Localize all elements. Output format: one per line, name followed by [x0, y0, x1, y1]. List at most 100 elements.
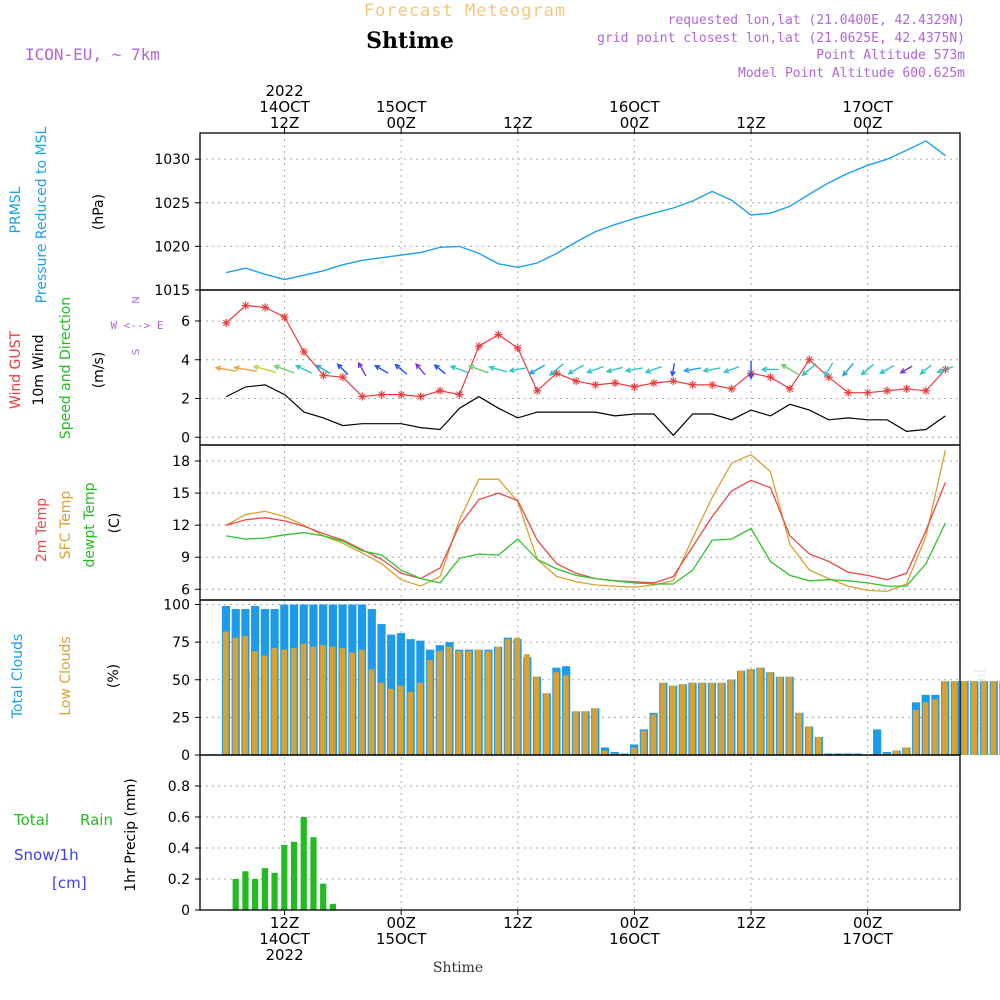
- rain-bar: [232, 879, 239, 910]
- low-cloud-bar: [806, 726, 812, 755]
- cloud-ylabel: (%): [106, 664, 122, 688]
- snow-label: Snow/1h: [14, 846, 79, 864]
- wind-arrow: [434, 364, 446, 375]
- ytick-label-wind: 6: [181, 314, 190, 330]
- gust-marker: [883, 386, 892, 395]
- panel-frame-pressure: [199, 132, 961, 291]
- top-tick-label: 17OCT: [842, 98, 893, 116]
- gust-marker-d2: [631, 383, 638, 391]
- rain-bar: [310, 837, 317, 910]
- wind-arrow-head: [702, 367, 709, 374]
- model-altitude: Model Point Altitude 600.625m: [738, 66, 965, 81]
- rain-bar: [261, 868, 268, 910]
- gust-marker: [785, 384, 794, 393]
- gust-marker-d2: [320, 371, 327, 379]
- sfc-temp-line: [225, 450, 947, 593]
- gust-marker: [805, 355, 814, 364]
- ytick-label-wind: 2: [181, 392, 190, 408]
- low-clouds-label: Low Clouds: [58, 636, 74, 715]
- bottom-tick-label: 12Z: [503, 914, 532, 932]
- gust-marker: [921, 386, 930, 395]
- gust-marker: [902, 384, 911, 393]
- ytick-label-pressure: 1020: [154, 239, 190, 255]
- low-cloud-bar: [942, 681, 948, 755]
- top-tick-label: 15OCT: [376, 98, 427, 116]
- gust-marker: [338, 373, 347, 382]
- gust-marker-d2: [669, 377, 677, 385]
- ytick-label-temp: 6: [181, 582, 190, 598]
- low-cloud-bar: [903, 747, 909, 755]
- low-cloud-bar: [252, 651, 258, 755]
- bottom-tick-label: 12Z: [270, 914, 299, 932]
- gust-marker: [513, 344, 522, 353]
- wind-ylabel: (m/s): [91, 352, 107, 389]
- gust-marker-d2: [903, 385, 910, 393]
- wind-arrow: [357, 362, 367, 377]
- plot-layer: [214, 140, 1000, 910]
- low-cloud-bar: [524, 654, 530, 755]
- gust-marker-d2: [844, 389, 852, 397]
- footer-station: Shtime: [433, 960, 483, 976]
- wind-arrow-head: [294, 364, 302, 371]
- wind-arrow: [937, 365, 954, 373]
- wind-arrow-head: [860, 369, 867, 376]
- wind-arrow-head: [528, 369, 535, 375]
- wind-arrow: [489, 366, 508, 373]
- gust-marker-d2: [514, 344, 522, 352]
- low-cloud-bar: [426, 660, 433, 755]
- low-cloud-bar: [728, 679, 734, 755]
- wind-arrow-head: [899, 368, 906, 374]
- ytick-label-wind: 0: [181, 430, 190, 446]
- wind-arrow: [469, 365, 489, 374]
- wind-arrow: [337, 363, 349, 376]
- low-cloud-bar: [378, 682, 385, 755]
- wind-arrow: [684, 367, 702, 372]
- wind-arrow-head: [842, 370, 848, 377]
- low-cloud-bar: [271, 648, 278, 755]
- low-cloud-bar: [232, 637, 239, 755]
- wind10-label: 10m Wind: [31, 334, 47, 405]
- wind-arrow-head: [415, 362, 421, 370]
- gust-marker: [727, 384, 736, 393]
- ytick-label-precip: 0.6: [168, 810, 190, 826]
- low-cloud-bar: [971, 681, 977, 755]
- low-cloud-bar: [990, 681, 997, 755]
- low-cloud-bar: [815, 736, 822, 755]
- low-cloud-bar: [922, 702, 929, 755]
- gust-marker: [416, 392, 425, 401]
- wind-arrow: [509, 367, 526, 372]
- gust-marker: [358, 392, 367, 401]
- gust-marker-d2: [572, 377, 580, 385]
- ytick-label-precip: 0.2: [168, 872, 190, 888]
- low-cloud-bar: [281, 649, 287, 755]
- low-cloud-bar: [261, 655, 268, 755]
- wind-arrow-head: [252, 364, 260, 371]
- axis-layer: 1015102010251030024669121518025507510000…: [154, 82, 961, 964]
- wind-arrow: [395, 364, 408, 375]
- wind-arrow: [450, 365, 469, 374]
- gust-marker: [261, 303, 270, 312]
- gust-marker-d2: [592, 381, 599, 389]
- gust-marker-d2: [650, 379, 658, 387]
- gust-marker: [280, 313, 289, 322]
- gridpoint-coords: grid point closest lon,lat (21.0625E, 42…: [597, 31, 965, 46]
- low-cloud-bar: [407, 691, 414, 755]
- wind-arrow: [587, 365, 604, 374]
- gust-marker: [241, 301, 250, 310]
- gust-marker-d2: [281, 313, 288, 321]
- top-tick-label: 12Z: [503, 114, 532, 132]
- gust-marker: [863, 388, 872, 397]
- low-cloud-bar: [290, 648, 297, 755]
- top-tick-label: 12Z: [736, 114, 765, 132]
- gust-marker-d2: [417, 393, 424, 400]
- gust-marker-d2: [825, 373, 833, 381]
- total-label: Total: [13, 811, 49, 829]
- wind-arrow: [295, 365, 313, 374]
- wind-arrow: [900, 365, 913, 374]
- low-cloud-bar: [796, 712, 803, 755]
- gust-marker-d2: [864, 389, 872, 397]
- wind-arrow-head: [824, 371, 830, 378]
- gust-marker-d2: [339, 373, 347, 381]
- gust-marker: [688, 380, 697, 389]
